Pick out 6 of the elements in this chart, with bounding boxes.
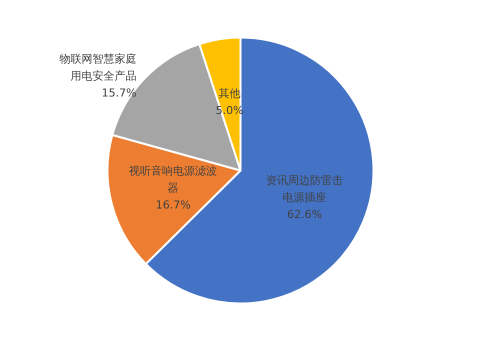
data-label: 62.6%: [287, 208, 322, 221]
data-label: 15.7%: [102, 86, 137, 100]
slice-label: 物联网智慧家庭用电安全产品: [60, 52, 137, 82]
slice-label: 资讯周边防雷击电源插座: [266, 174, 344, 204]
data-label: 16.7%: [156, 198, 191, 212]
slice-label: 视听音响电源滤波器: [129, 164, 218, 194]
